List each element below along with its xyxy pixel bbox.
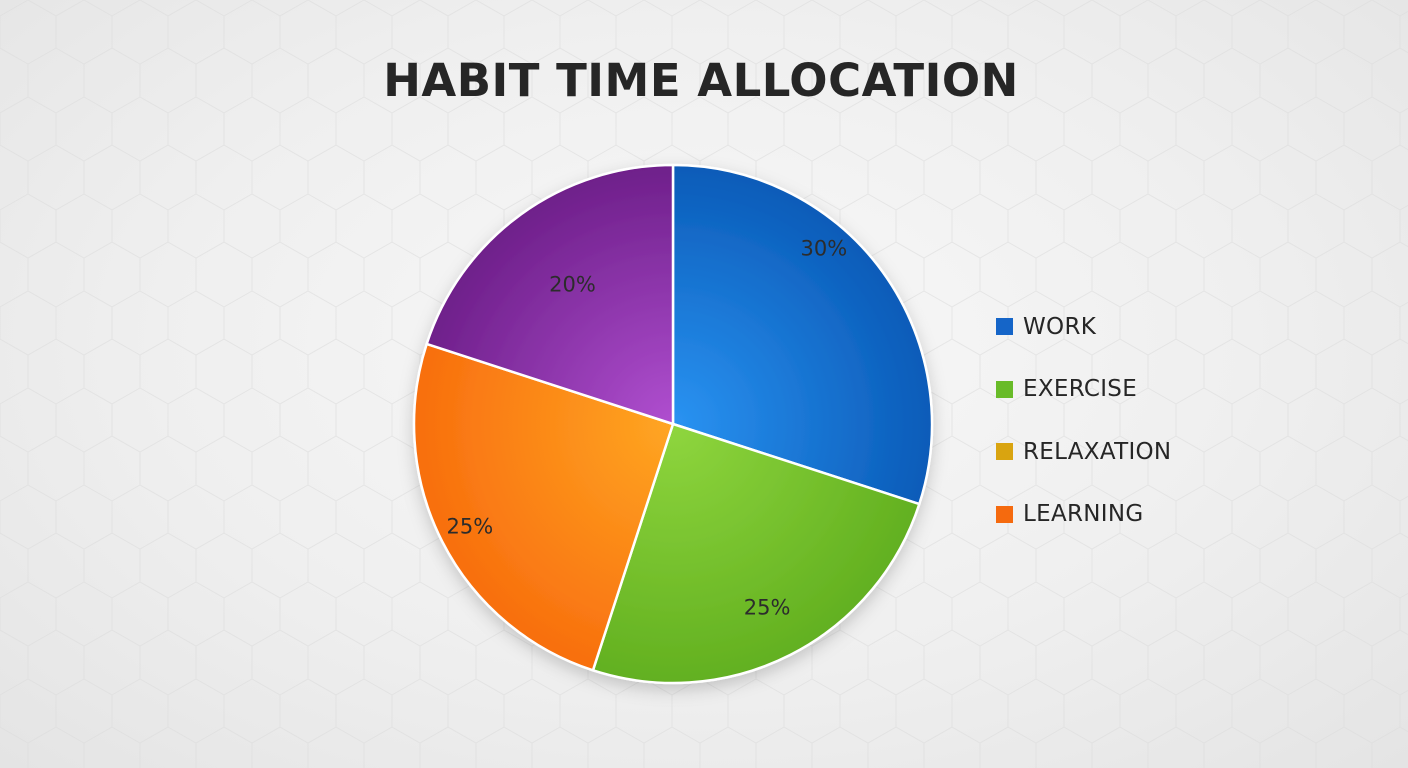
pie-slice-learning: [412, 342, 675, 672]
pie-slice-work: [671, 163, 934, 506]
legend-item-relaxation: RELAXATION: [996, 436, 1171, 467]
legend-item-exercise: EXERCISE: [996, 374, 1171, 405]
pie-slices: [412, 163, 934, 685]
legend-label: LEARNING: [1023, 501, 1144, 527]
chart-legend: WORK EXERCISE RELAXATION LEARNING: [996, 311, 1171, 561]
slice-value-label-exercise: 25%: [744, 596, 791, 620]
legend-item-work: WORK: [996, 311, 1171, 342]
legend-swatch: [996, 318, 1013, 335]
chart-title: HABIT TIME ALLOCATION: [383, 54, 1019, 107]
pie-slice-relaxation: [425, 163, 675, 426]
legend-swatch: [996, 380, 1013, 398]
legend-swatch: [996, 505, 1013, 523]
slice-value-label-work: 30%: [801, 236, 848, 260]
pie-slice-exercise: [591, 422, 921, 685]
legend-item-learning: LEARNING: [996, 499, 1171, 530]
legend-swatch: [996, 443, 1013, 460]
slice-value-label-relaxation: 20%: [549, 273, 596, 297]
legend-label: RELAXATION: [1023, 438, 1172, 465]
pie-value-labels: 30% 25% 25% 20%: [447, 236, 848, 619]
slice-value-label-learning: 25%: [447, 515, 494, 539]
legend-label: WORK: [1023, 313, 1097, 340]
legend-label: EXERCISE: [1023, 376, 1138, 402]
